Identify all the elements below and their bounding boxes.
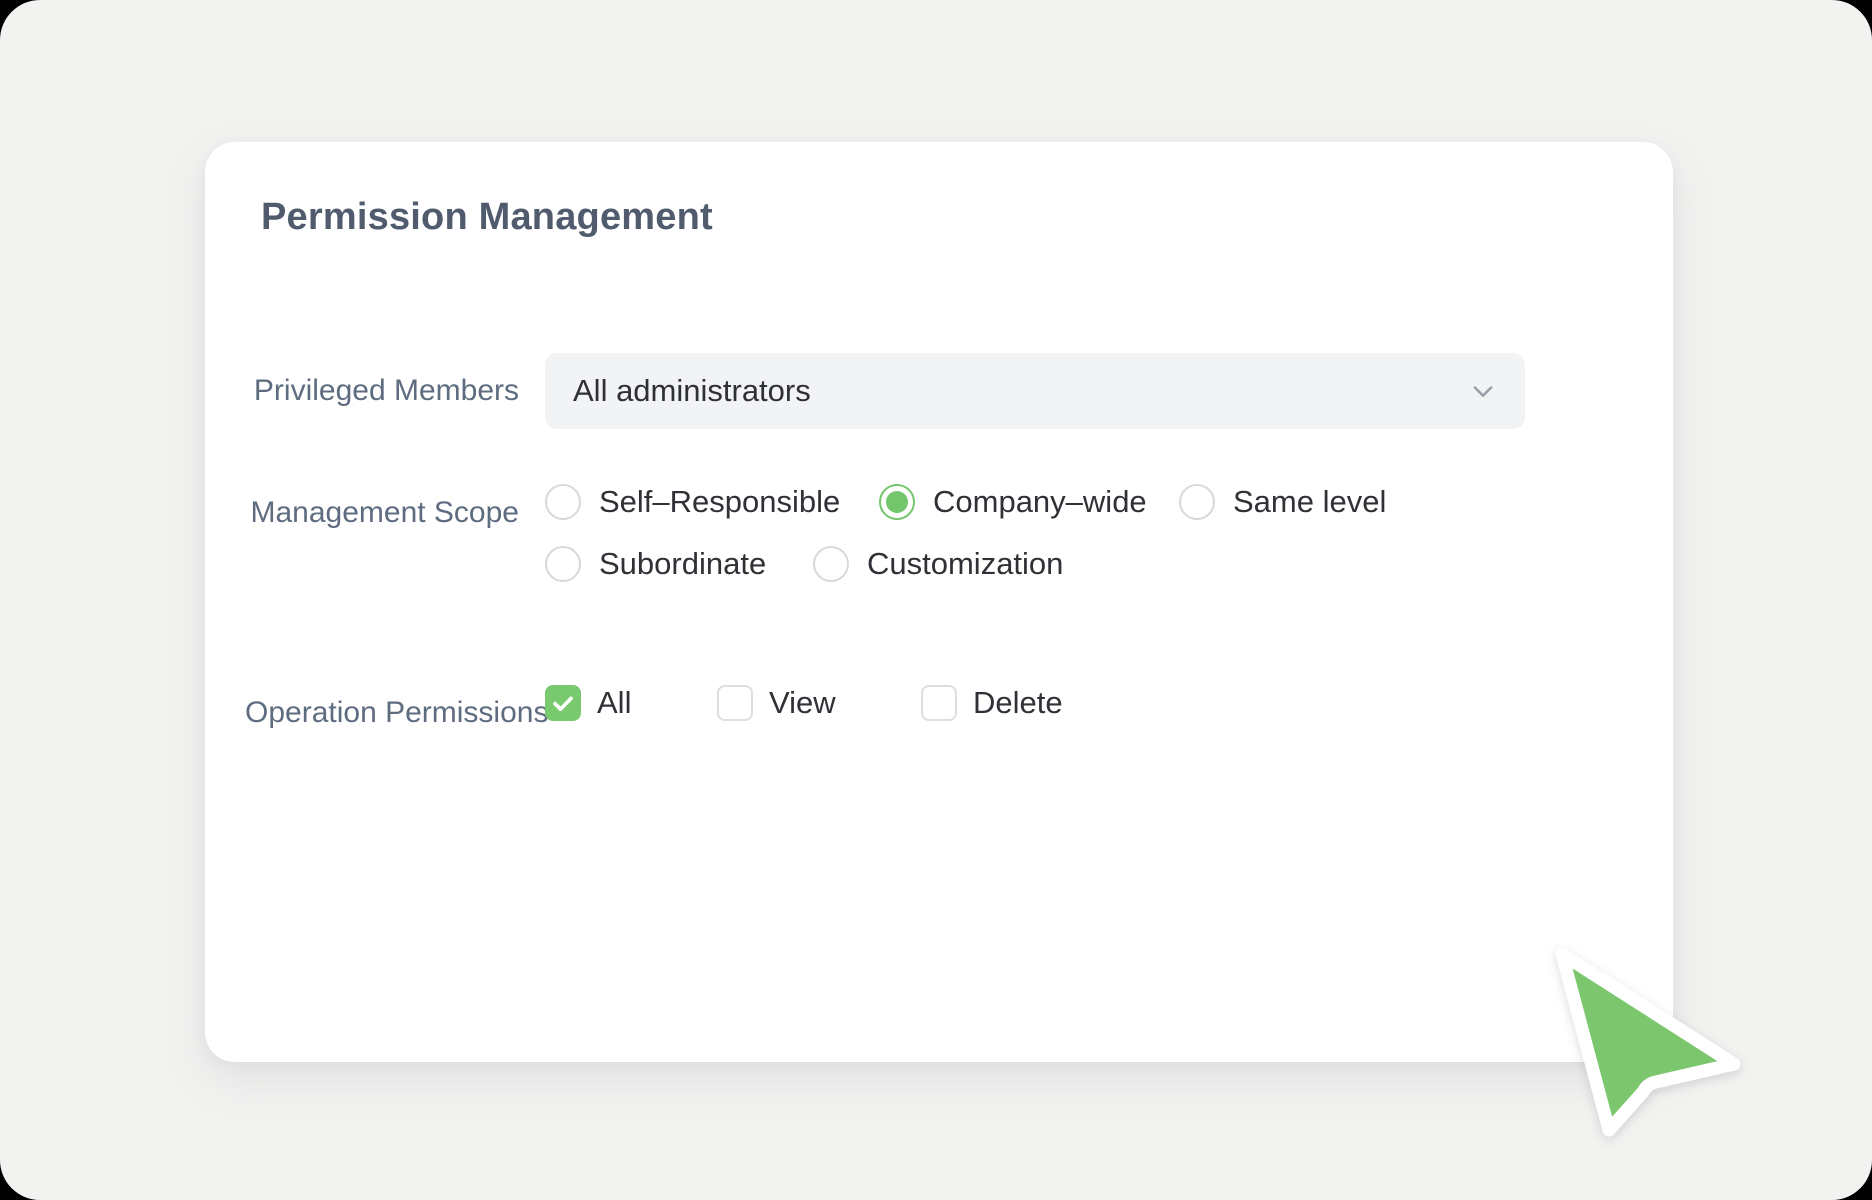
privileged-members-select[interactable]: All administrators (545, 353, 1525, 429)
page-title: Permission Management (261, 196, 713, 238)
checkbox-label: Delete (973, 685, 1063, 720)
radio-circle-icon (545, 484, 581, 520)
radio-circle-selected-icon (879, 484, 915, 520)
checkbox-checked-icon (545, 685, 581, 721)
checkbox-view[interactable]: View (717, 685, 921, 721)
radio-label: Same level (1233, 484, 1387, 519)
management-scope-row: Management Scope Self–Responsible Compan… (245, 484, 1386, 582)
checkbox-label: View (769, 685, 836, 720)
checkbox-label: All (597, 685, 632, 720)
checkbox-icon (717, 685, 753, 721)
radio-label: Company–wide (933, 484, 1147, 519)
radio-circle-icon (1179, 484, 1215, 520)
management-scope-radio-line-1: Self–Responsible Company–wide Same level (545, 484, 1386, 520)
chevron-down-icon[interactable] (1469, 377, 1497, 405)
radio-label: Customization (867, 546, 1064, 581)
operation-permissions-label: Operation Permissions (245, 696, 549, 729)
radio-same-level[interactable]: Same level (1179, 484, 1386, 520)
radio-label: Subordinate (599, 546, 767, 581)
checkbox-delete[interactable]: Delete (921, 685, 1063, 721)
operation-permissions-checkbox-group: All View Delete (545, 685, 1063, 721)
operation-permissions-row: Operation Permissions All (245, 685, 1063, 736)
radio-circle-icon (545, 546, 581, 582)
radio-label: Self–Responsible (599, 484, 841, 519)
management-scope-label: Management Scope (250, 496, 519, 529)
management-scope-radio-line-2: Subordinate Customization (545, 546, 1386, 582)
management-scope-radio-group: Self–Responsible Company–wide Same level (545, 484, 1386, 582)
permission-management-card: Permission Management Privileged Members… (205, 142, 1673, 1062)
privileged-members-row: Privileged Members All administrators (245, 353, 1525, 429)
radio-self-responsible[interactable]: Self–Responsible (545, 484, 879, 520)
radio-circle-icon (813, 546, 849, 582)
privileged-members-label: Privileged Members (253, 374, 519, 407)
privileged-members-select-value: All administrators (573, 373, 811, 408)
radio-customization[interactable]: Customization (813, 546, 1063, 582)
radio-company-wide[interactable]: Company–wide (879, 484, 1179, 520)
radio-subordinate[interactable]: Subordinate (545, 546, 813, 582)
checkbox-all[interactable]: All (545, 685, 717, 721)
checkbox-icon (921, 685, 957, 721)
